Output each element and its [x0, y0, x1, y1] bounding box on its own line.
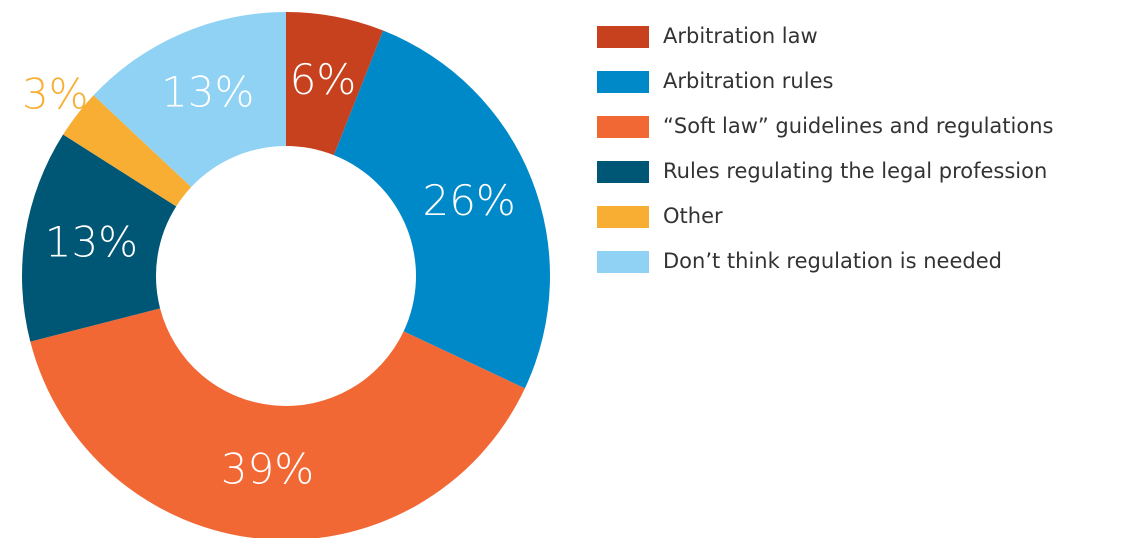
legend-label: Don’t think regulation is needed [663, 249, 1002, 273]
donut-segment [63, 95, 192, 207]
value-label: 13% [161, 68, 254, 117]
value-label: 13% [45, 218, 138, 267]
legend-swatch [597, 206, 649, 228]
donut-segment [286, 12, 384, 156]
donut-segment [22, 134, 177, 342]
legend-swatch [597, 116, 649, 138]
donut-segment [333, 30, 550, 389]
legend-swatch [597, 251, 649, 273]
donut-segment [93, 12, 287, 188]
donut-segment [30, 308, 525, 538]
legend-label: Arbitration rules [663, 69, 833, 93]
legend-label: Arbitration law [663, 24, 818, 48]
legend-label: “Soft law” guidelines and regulations [663, 114, 1053, 138]
value-label: 26% [422, 176, 515, 225]
value-label: 39% [221, 445, 314, 494]
legend-label: Rules regulating the legal profession [663, 159, 1047, 183]
value-label: 3% [22, 70, 89, 119]
legend-label: Other [663, 204, 723, 228]
legend-swatch [597, 26, 649, 48]
legend-swatch [597, 161, 649, 183]
legend-swatch [597, 71, 649, 93]
value-label: 6% [290, 55, 357, 104]
